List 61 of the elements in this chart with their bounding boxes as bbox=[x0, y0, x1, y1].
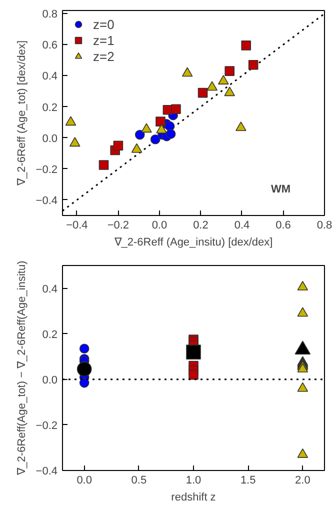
y-tick-label: −0.2 bbox=[36, 420, 58, 432]
x-tick-label: 0.2 bbox=[193, 220, 208, 232]
point bbox=[198, 88, 208, 98]
point bbox=[297, 307, 308, 317]
y-tick-label: 0.4 bbox=[42, 70, 58, 83]
point bbox=[224, 86, 235, 96]
x-tick-label: 0.5 bbox=[131, 474, 147, 486]
point bbox=[69, 137, 80, 147]
y-tick-label: 0.4 bbox=[42, 283, 58, 296]
point bbox=[150, 134, 160, 144]
point bbox=[182, 67, 193, 77]
x-axis-title: redshift z bbox=[171, 492, 216, 504]
point bbox=[206, 81, 218, 91]
point bbox=[166, 129, 176, 139]
point bbox=[224, 66, 234, 76]
point bbox=[186, 344, 201, 360]
point bbox=[297, 448, 308, 458]
point bbox=[248, 60, 258, 70]
y-axis-title: ∇_2-6Reff (Age_tot) [dex/dex] bbox=[16, 40, 28, 186]
x-tick-label: −0.4 bbox=[66, 220, 88, 232]
x-tick-label: 0.6 bbox=[276, 220, 291, 232]
point bbox=[141, 123, 152, 133]
y-tick-label: −0.2 bbox=[36, 164, 58, 176]
x-tick-label: 0.8 bbox=[316, 220, 332, 232]
y-tick-label: 0.0 bbox=[42, 132, 58, 145]
point bbox=[236, 122, 246, 132]
point bbox=[171, 104, 181, 114]
point bbox=[98, 160, 109, 170]
point bbox=[113, 140, 124, 151]
point bbox=[241, 40, 252, 50]
x-tick-label: 1.5 bbox=[240, 474, 256, 486]
x-tick-label: 0.0 bbox=[152, 220, 168, 232]
point bbox=[188, 370, 198, 380]
point bbox=[297, 382, 308, 392]
y-tick-label: −0.4 bbox=[36, 194, 58, 207]
annotation: WM bbox=[270, 184, 290, 196]
point bbox=[131, 143, 142, 153]
point bbox=[79, 378, 90, 388]
x-tick-label: −0.2 bbox=[107, 220, 130, 232]
point bbox=[79, 344, 90, 354]
point bbox=[76, 362, 92, 377]
y-axis-title: ∇_2-6Reff(Age_tot) − ∇_2-6Reff(Age_insitu) bbox=[16, 260, 28, 476]
point bbox=[156, 116, 166, 126]
legend-label: z=1 bbox=[93, 32, 114, 48]
y-tick-label: −0.4 bbox=[36, 466, 58, 478]
point bbox=[156, 124, 167, 134]
x-axis-title: ∇_2-6Reff (Age_insitu) [dex/dex] bbox=[113, 236, 273, 248]
y-tick-label: 0.2 bbox=[42, 328, 58, 341]
y-tick-label: 0.6 bbox=[42, 40, 58, 52]
y-tick-label: 0.8 bbox=[42, 8, 58, 21]
point bbox=[218, 74, 229, 84]
x-tick-label: 0.0 bbox=[76, 474, 92, 486]
legend-label: z=2 bbox=[93, 48, 114, 64]
point bbox=[134, 130, 145, 140]
x-tick-label: 0.4 bbox=[234, 220, 250, 232]
y-tick-label: 0.0 bbox=[42, 374, 58, 386]
legend-label: z=0 bbox=[93, 16, 114, 32]
x-tick-label: 2.0 bbox=[295, 474, 310, 486]
point bbox=[65, 116, 76, 126]
y-tick-label: 0.2 bbox=[42, 102, 58, 114]
x-tick-label: 1.0 bbox=[186, 474, 202, 486]
